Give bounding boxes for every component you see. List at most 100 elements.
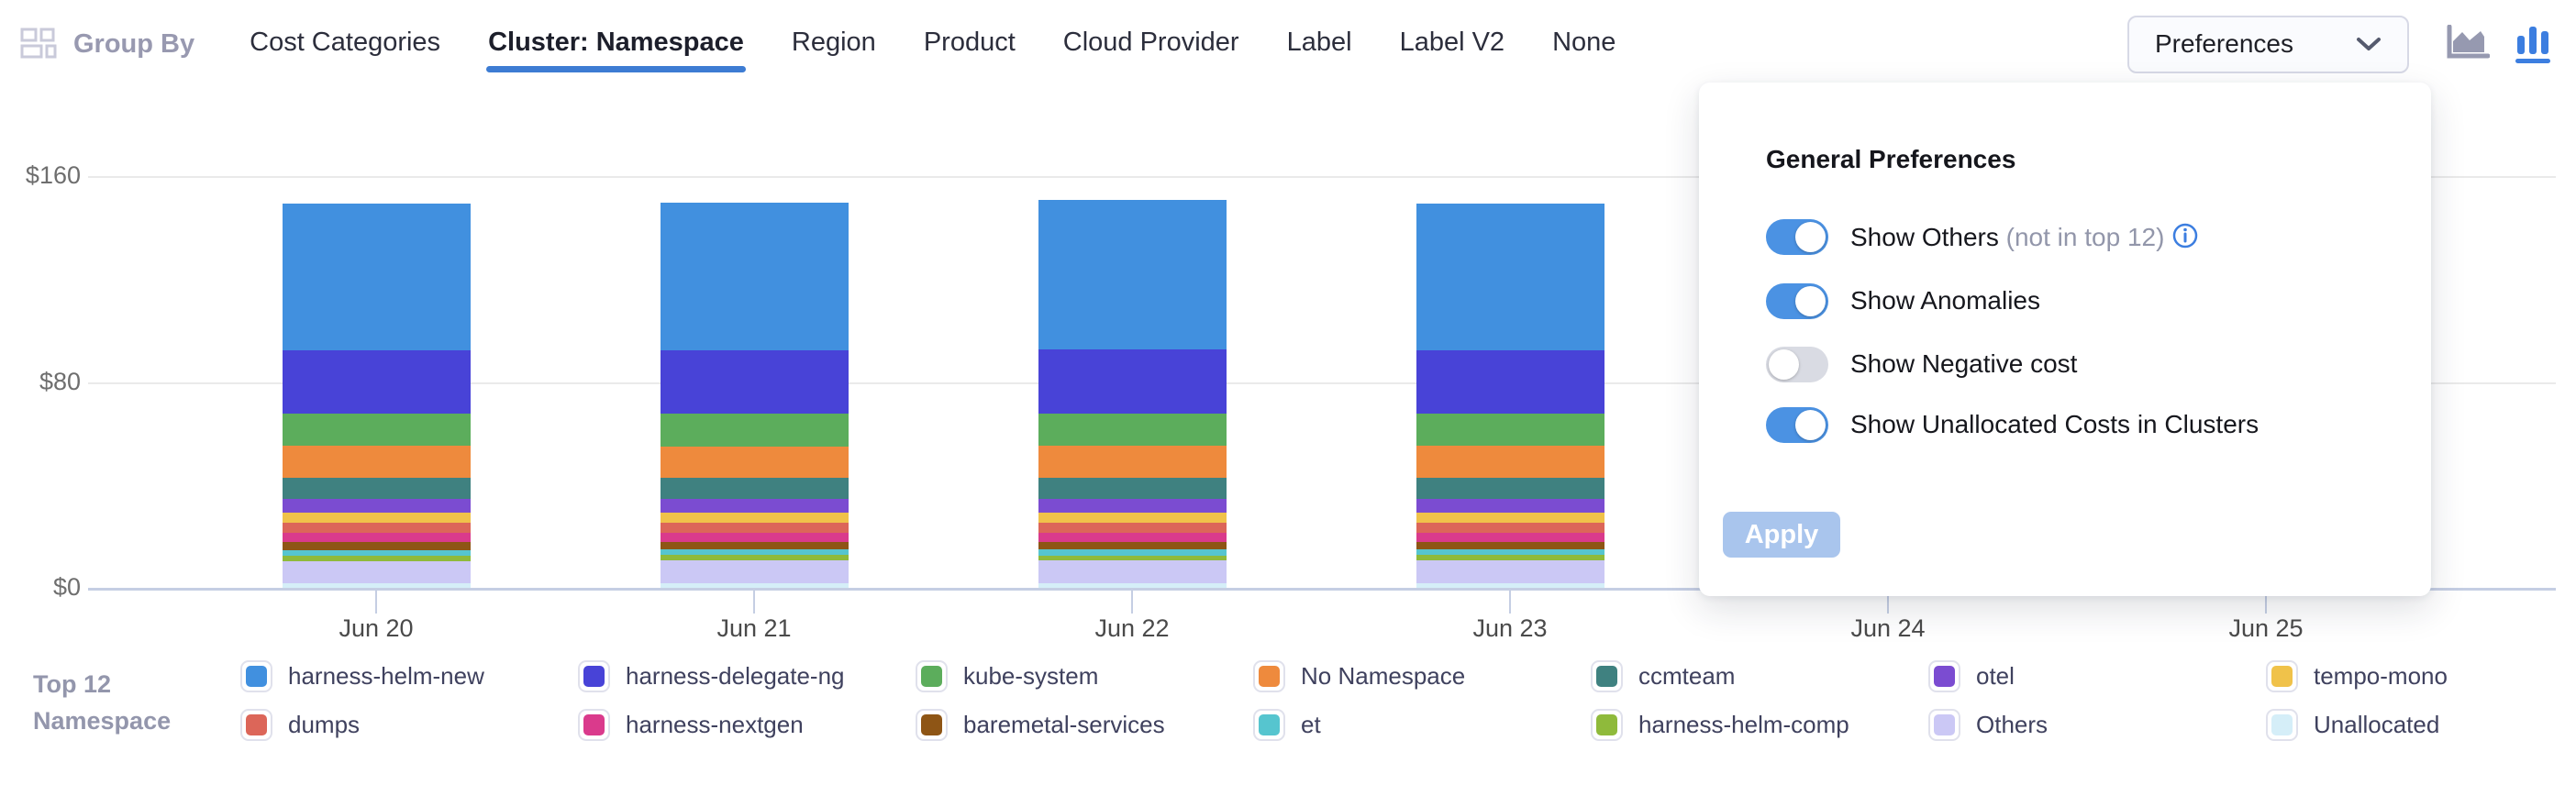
- chart-view-toggle: [2442, 25, 2552, 63]
- bar-segment-jun-22-kube-system[interactable]: [1038, 413, 1227, 446]
- bar-segment-jun-21-kube-system[interactable]: [660, 413, 849, 447]
- bar-segment-jun-20-tempo-mono[interactable]: [282, 513, 471, 523]
- bar-segment-jun-23-harness-helm-new[interactable]: [1416, 204, 1604, 350]
- bar-segment-jun-23-otel[interactable]: [1416, 499, 1604, 513]
- bar-segment-jun-22-harness-nextgen[interactable]: [1038, 533, 1227, 543]
- legend-item-harness-delegate-ng[interactable]: harness-delegate-ng: [578, 657, 916, 695]
- bar-chart-icon[interactable]: [2514, 25, 2552, 63]
- legend-swatch-color: [2271, 665, 2293, 687]
- legend-item-harness-nextgen[interactable]: harness-nextgen: [578, 705, 916, 744]
- bar-segment-jun-21-dumps[interactable]: [660, 523, 849, 534]
- bar-segment-jun-20-harness-delegate-ng[interactable]: [282, 350, 471, 414]
- legend-item-no-namespace[interactable]: No Namespace: [1253, 657, 1591, 695]
- bar-segment-jun-23-et[interactable]: [1416, 549, 1604, 556]
- bar-segment-jun-22-dumps[interactable]: [1038, 523, 1227, 534]
- toggle-show-unallocated-costs-in-clusters[interactable]: [1766, 406, 1828, 443]
- x-tick-jun-25: [2265, 590, 2267, 614]
- legend-label-unallocated: Unallocated: [2314, 710, 2440, 738]
- top-bar: Group By Cost Categories Cluster: Namespa…: [0, 0, 2576, 88]
- bar-segment-jun-21-unallocated[interactable]: [660, 582, 849, 588]
- bar-segment-jun-20-et[interactable]: [282, 549, 471, 556]
- bar-segment-jun-20-otel[interactable]: [282, 499, 471, 514]
- bar-segment-jun-22-unallocated[interactable]: [1038, 582, 1227, 588]
- legend-item-harness-helm-comp[interactable]: harness-helm-comp: [1591, 705, 1928, 744]
- bar-segment-jun-22-otel[interactable]: [1038, 499, 1227, 513]
- bar-segment-jun-22-harness-helm-new[interactable]: [1038, 199, 1227, 349]
- legend-swatch-no-namespace: [1253, 659, 1285, 692]
- bar-segment-jun-23-unallocated[interactable]: [1416, 582, 1604, 588]
- legend-item-et[interactable]: et: [1253, 705, 1591, 744]
- bar-segment-jun-21-harness-helm-comp[interactable]: [660, 555, 849, 560]
- bar-segment-jun-20-harness-helm-new[interactable]: [282, 204, 471, 351]
- tab-label-v2[interactable]: Label V2: [1399, 27, 1505, 57]
- group-by-label: Group By: [73, 28, 195, 59]
- info-icon[interactable]: [2171, 222, 2199, 249]
- bar-segment-jun-21-harness-helm-new[interactable]: [660, 202, 849, 350]
- bar-segment-jun-20-harness-nextgen[interactable]: [282, 533, 471, 543]
- tab-none[interactable]: None: [1552, 27, 1616, 57]
- tab-cloud-provider[interactable]: Cloud Provider: [1062, 27, 1239, 57]
- bar-segment-jun-23-harness-nextgen[interactable]: [1416, 532, 1604, 543]
- bar-segment-jun-20-kube-system[interactable]: [282, 414, 471, 447]
- bar-segment-jun-20-unallocated[interactable]: [282, 583, 471, 588]
- bar-segment-jun-22-harness-helm-comp[interactable]: [1038, 555, 1227, 561]
- legend-label-ccmteam: ccmteam: [1638, 661, 1736, 690]
- bar-segment-jun-21-otel[interactable]: [660, 499, 849, 514]
- area-chart-icon[interactable]: [2442, 25, 2490, 61]
- bar-segment-jun-21-harness-nextgen[interactable]: [660, 533, 849, 543]
- bar-segment-jun-23-dumps[interactable]: [1416, 522, 1604, 533]
- bar-segment-jun-22-ccmteam[interactable]: [1038, 477, 1227, 500]
- legend-item-dumps[interactable]: dumps: [240, 705, 578, 744]
- legend-swatch-color: [246, 665, 267, 687]
- legend-label-others: Others: [1976, 710, 2049, 738]
- preferences-dropdown-button[interactable]: Preferences: [2127, 15, 2409, 73]
- legend-item-others[interactable]: Others: [1928, 705, 2266, 744]
- legend-item-kube-system[interactable]: kube-system: [916, 657, 1253, 695]
- bar-segment-jun-23-others[interactable]: [1416, 560, 1604, 583]
- legend-label-tempo-mono: tempo-mono: [2314, 661, 2448, 690]
- bar-segment-jun-20-ccmteam[interactable]: [282, 477, 471, 500]
- legend-item-unallocated[interactable]: Unallocated: [2266, 705, 2576, 744]
- toggle-show-anomalies[interactable]: [1766, 282, 1828, 319]
- bar-segment-jun-21-tempo-mono[interactable]: [660, 513, 849, 524]
- bar-segment-jun-23-ccmteam[interactable]: [1416, 477, 1604, 500]
- tab-cluster-namespace[interactable]: Cluster: Namespace: [486, 15, 746, 74]
- bar-segment-jun-22-tempo-mono[interactable]: [1038, 512, 1227, 523]
- toggle-show-others[interactable]: [1766, 218, 1828, 255]
- bar-segment-jun-23-tempo-mono[interactable]: [1416, 512, 1604, 523]
- tab-label[interactable]: Label: [1286, 27, 1352, 57]
- bar-segment-jun-22-no-namespace[interactable]: [1038, 445, 1227, 478]
- legend-item-baremetal-services[interactable]: baremetal-services: [916, 705, 1253, 744]
- bar-segment-jun-20-no-namespace[interactable]: [282, 446, 471, 478]
- legend-item-ccmteam[interactable]: ccmteam: [1591, 657, 1928, 695]
- bar-segment-jun-23-harness-helm-comp[interactable]: [1416, 555, 1604, 561]
- toggle-show-negative-cost[interactable]: [1766, 346, 1828, 382]
- legend-swatch-baremetal-services: [916, 708, 948, 741]
- bar-segment-jun-22-others[interactable]: [1038, 560, 1227, 583]
- bar-segment-jun-21-ccmteam[interactable]: [660, 478, 849, 500]
- bar-segment-jun-20-harness-helm-comp[interactable]: [282, 555, 471, 561]
- bar-segment-jun-20-others[interactable]: [282, 560, 471, 584]
- bar-segment-jun-23-no-namespace[interactable]: [1416, 446, 1604, 478]
- bar-segment-jun-22-et[interactable]: [1038, 549, 1227, 556]
- bar-segment-jun-22-baremetal-services[interactable]: [1038, 542, 1227, 550]
- legend-item-otel[interactable]: otel: [1928, 657, 2266, 695]
- tab-region[interactable]: Region: [791, 27, 876, 57]
- bar-segment-jun-21-baremetal-services[interactable]: [660, 542, 849, 550]
- bar-segment-jun-20-dumps[interactable]: [282, 523, 471, 534]
- legend-item-tempo-mono[interactable]: tempo-mono: [2266, 657, 2576, 695]
- bar-segment-jun-23-kube-system[interactable]: [1416, 413, 1604, 447]
- bar-segment-jun-23-harness-delegate-ng[interactable]: [1416, 349, 1604, 414]
- bar-segment-jun-21-others[interactable]: [660, 559, 849, 583]
- bar-segment-jun-21-harness-delegate-ng[interactable]: [660, 349, 849, 414]
- tab-cost-categories[interactable]: Cost Categories: [250, 27, 441, 57]
- bar-segment-jun-21-et[interactable]: [660, 549, 849, 556]
- apply-button[interactable]: Apply: [1723, 512, 1840, 558]
- bar-segment-jun-20-baremetal-services[interactable]: [282, 542, 471, 550]
- tab-product[interactable]: Product: [923, 27, 1016, 57]
- bar-segment-jun-21-no-namespace[interactable]: [660, 446, 849, 479]
- legend-item-harness-helm-new[interactable]: harness-helm-new: [240, 657, 578, 695]
- y-axis-label-0: $0: [52, 573, 81, 601]
- bar-segment-jun-22-harness-delegate-ng[interactable]: [1038, 348, 1227, 414]
- bar-segment-jun-23-baremetal-services[interactable]: [1416, 542, 1604, 550]
